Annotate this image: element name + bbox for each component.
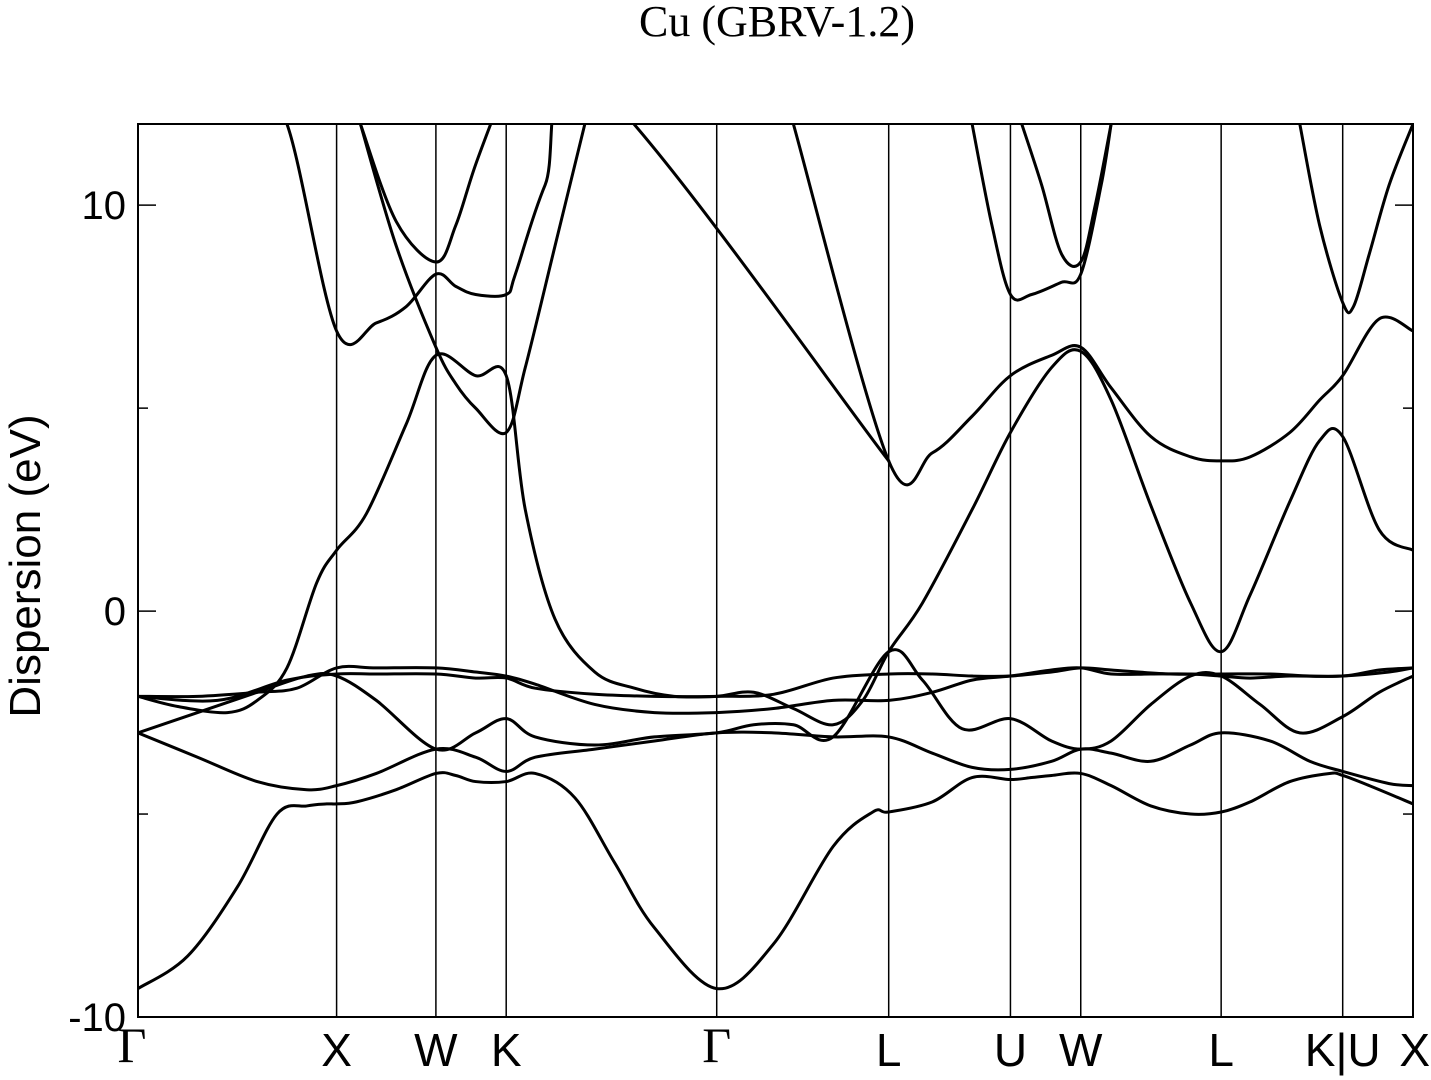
band-9 <box>358 124 587 436</box>
band-7 <box>791 124 1413 487</box>
kpoint-label: U <box>994 1024 1027 1076</box>
kpoint-labels: Γ X W K Γ L U W L K|U X <box>118 1017 1430 1076</box>
y-axis-label: Dispersion (eV) <box>1 414 50 717</box>
band-12 <box>1020 124 1113 268</box>
kpoint-label: K|U <box>1305 1024 1381 1076</box>
band-7 <box>285 124 891 463</box>
kpoint-label: X <box>1399 1024 1430 1076</box>
band-lines <box>138 124 1413 991</box>
band-10 <box>358 124 493 264</box>
kpoint-label: W <box>414 1024 458 1076</box>
band-2 <box>138 730 1413 792</box>
band-4 <box>138 666 1413 703</box>
y-axis-ticks: -10 0 10 <box>68 184 1413 1040</box>
plot-frame <box>137 123 1414 1018</box>
kpoint-label: L <box>876 1024 902 1076</box>
y-tick-label: 10 <box>82 184 127 228</box>
chart-title: Cu (GBRV-1.2) <box>639 0 915 46</box>
kpoint-label: W <box>1059 1024 1103 1076</box>
kpoint-lines <box>335 124 1344 1017</box>
band-1 <box>138 771 1413 991</box>
kpoint-label: Γ <box>118 1017 147 1073</box>
band-8 <box>285 124 289 126</box>
kpoint-label: X <box>321 1024 352 1076</box>
y-tick-label: -10 <box>68 996 126 1040</box>
y-tick-label: 0 <box>104 590 126 634</box>
kpoint-label: L <box>1208 1024 1234 1076</box>
band-11 <box>970 124 1113 302</box>
band-6 <box>138 348 1413 727</box>
kpoint-label: K <box>491 1024 522 1076</box>
kpoint-label: Γ <box>702 1017 731 1073</box>
band-13 <box>1298 124 1413 315</box>
